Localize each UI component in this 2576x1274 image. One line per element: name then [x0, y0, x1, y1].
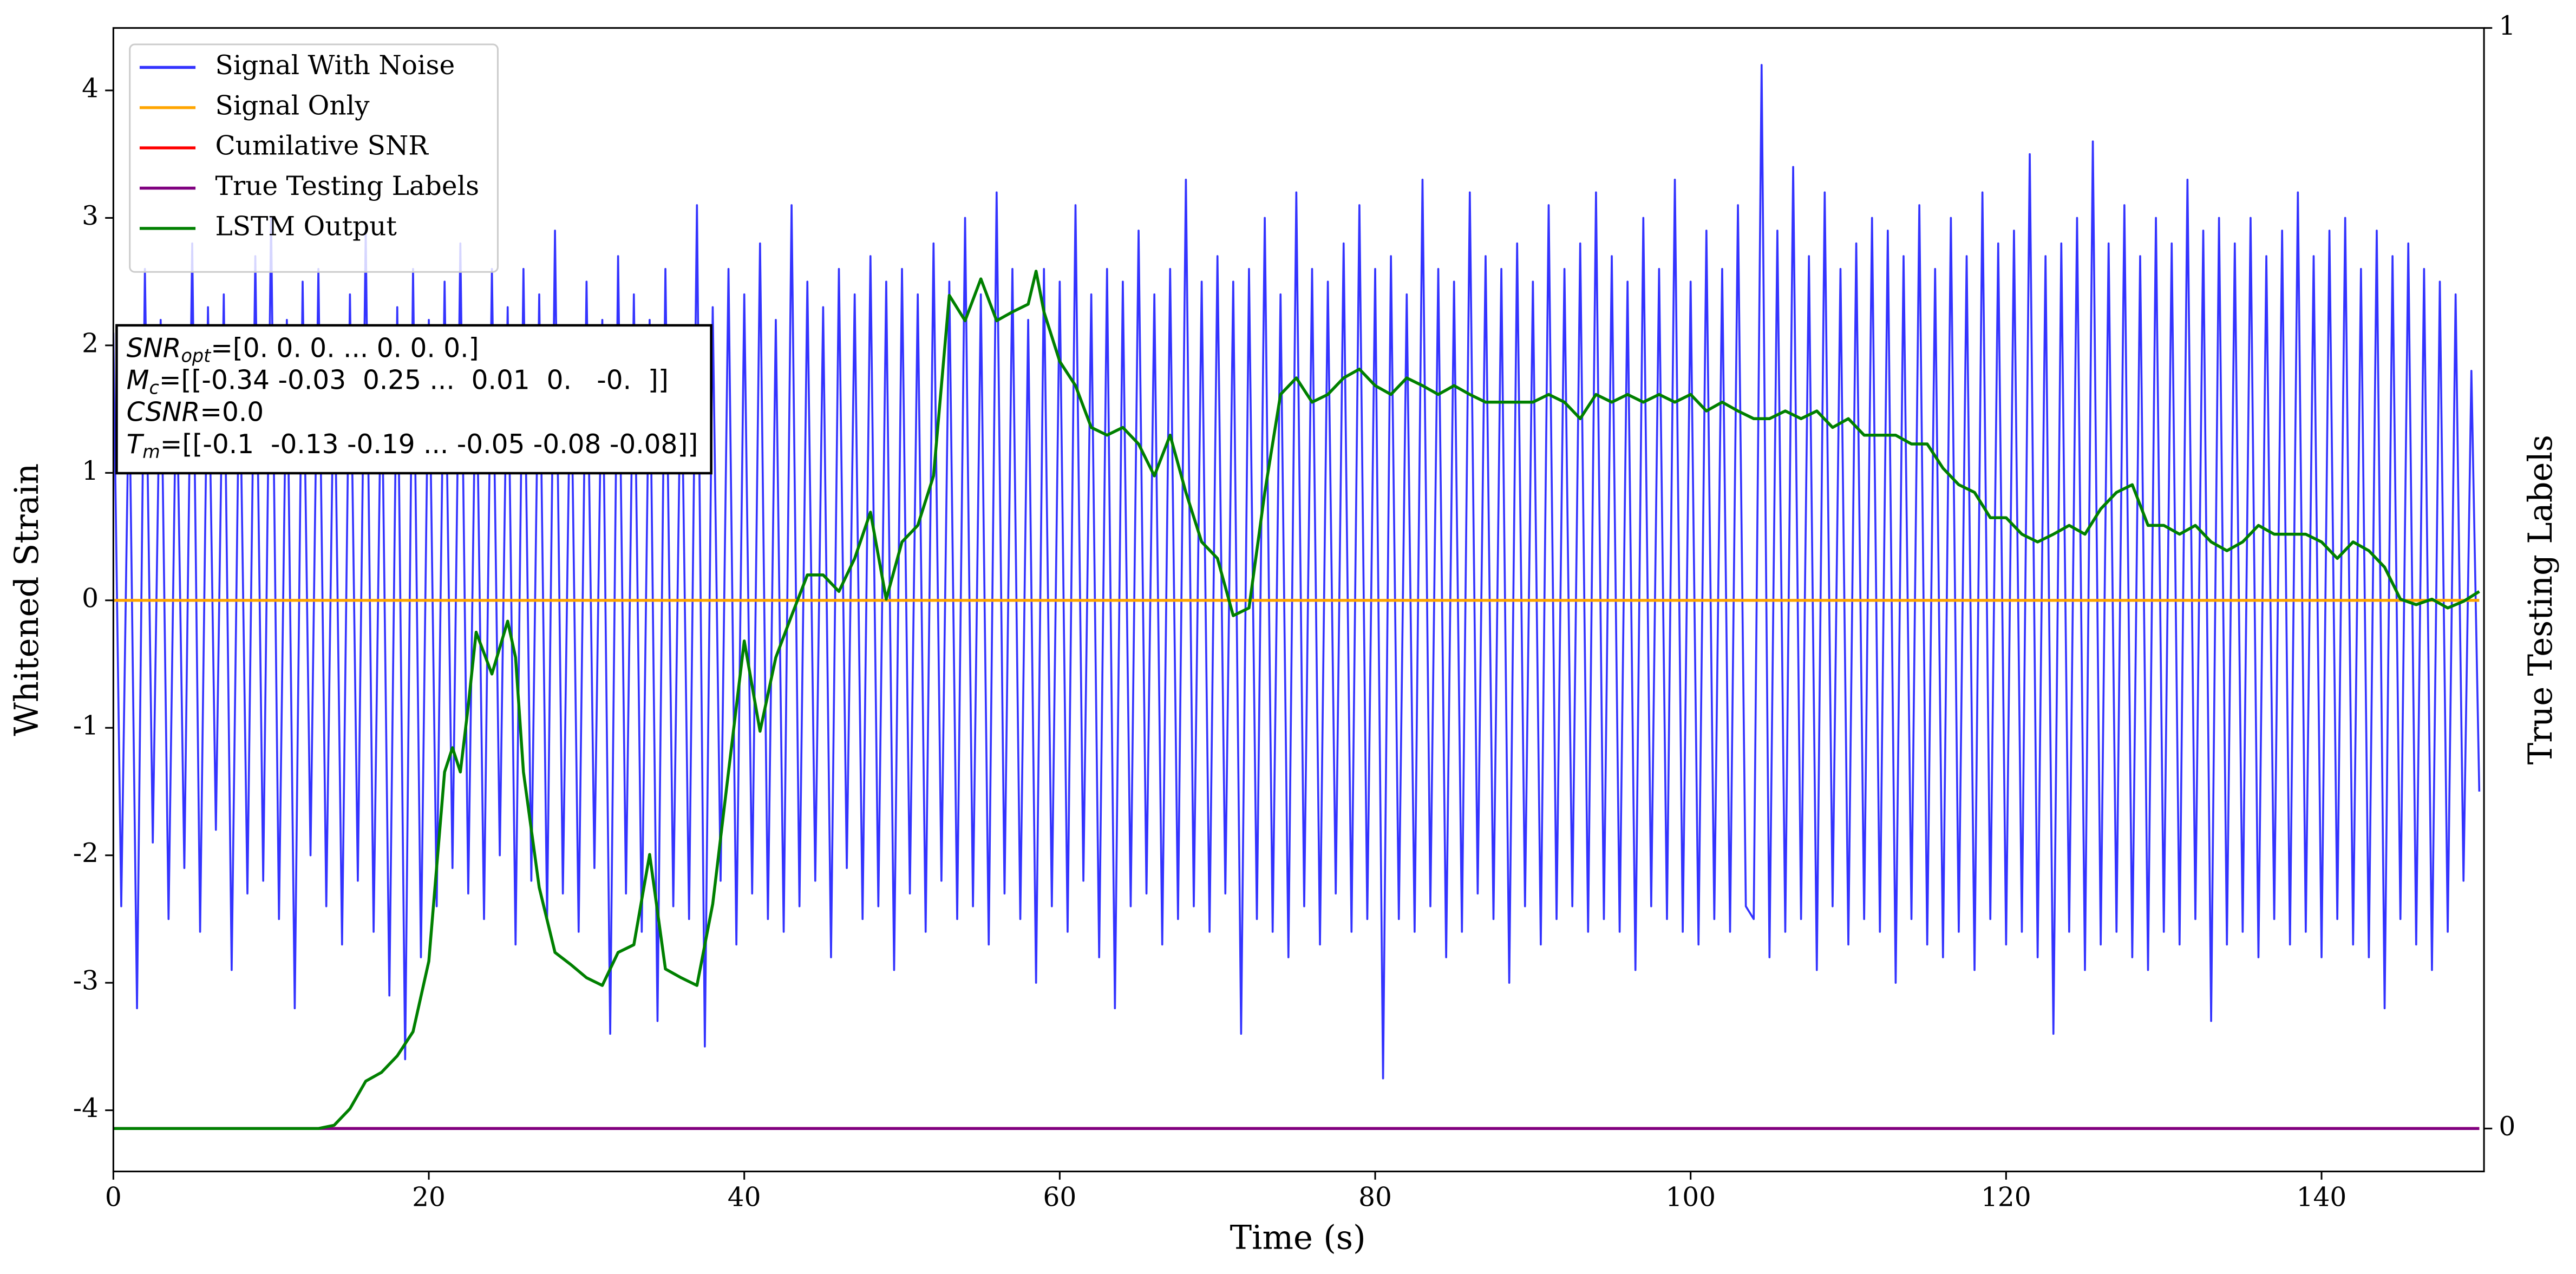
annotation-line: SNRopt=[0. 0. 0. ... 0. 0. 0.]	[127, 333, 479, 366]
y2-tick-label: 1	[2499, 11, 2515, 41]
annotation-symbol: M	[127, 365, 149, 396]
legend-label: Signal With Noise	[215, 50, 455, 81]
annotation-subscript: m	[142, 441, 160, 462]
annotation-line: Mc=[[-0.34 -0.03 0.25 ... 0.01 0. -0. ]]	[127, 365, 669, 398]
x-tick-label: 0	[105, 1182, 122, 1213]
annotation-line: CSNR=0.0	[127, 397, 264, 428]
x-tick-label: 140	[2297, 1182, 2347, 1213]
x-tick-label: 120	[1981, 1182, 2031, 1213]
legend-label: LSTM Output	[215, 211, 397, 241]
annotation-box	[115, 324, 712, 475]
legend-label: Cumilative SNR	[215, 131, 429, 161]
annotation-symbol: SNR	[127, 333, 181, 363]
y-tick-label: 1	[82, 456, 99, 486]
legend-label: True Testing Labels	[215, 171, 480, 201]
series-line	[113, 64, 2481, 1080]
annotation-symbol: T	[127, 429, 145, 460]
legend-box	[129, 43, 499, 273]
y-tick-label: 4	[82, 74, 99, 104]
y-tick-label: -2	[73, 838, 99, 868]
annotation-line: Tm=[[-0.1 -0.13 -0.19 ... -0.05 -0.08 -0…	[127, 429, 698, 462]
y-axis-label: Whitened Strain	[8, 463, 46, 736]
x-tick-label: 100	[1665, 1182, 1716, 1213]
annotation-text: =[0. 0. 0. ... 0. 0. 0.]	[211, 333, 479, 363]
annotation-subscript: opt	[181, 345, 212, 366]
y-tick-label: 0	[82, 583, 99, 613]
y2-tick-label: 0	[2499, 1112, 2515, 1142]
annotation: SNRopt=[0. 0. 0. ... 0. 0. 0.]Mc=[[-0.34…	[115, 324, 712, 475]
annotation-symbol: CSNR	[127, 397, 200, 428]
y-tick-label: 2	[82, 328, 99, 358]
y2-axis-label: True Testing Labels	[2522, 435, 2560, 765]
plot-area	[113, 64, 2481, 1131]
x-tick-label: 80	[1358, 1182, 1392, 1213]
legend-label: Signal Only	[215, 90, 370, 121]
annotation-text: =[[-0.34 -0.03 0.25 ... 0.01 0. -0. ]]	[159, 365, 669, 396]
series-line	[113, 270, 2480, 1131]
y-tick-label: -1	[73, 711, 99, 741]
x-axis-label: Time (s)	[1230, 1219, 1366, 1257]
x-tick-label: 60	[1043, 1182, 1076, 1213]
x-tick-label: 20	[412, 1182, 446, 1213]
y-tick-label: 3	[82, 201, 99, 231]
annotation-subscript: c	[149, 377, 159, 398]
legend: Signal With Noise Signal Only Cumilative S…	[129, 43, 499, 273]
y-tick-label: -3	[73, 966, 99, 996]
annotation-text: =[[-0.1 -0.13 -0.19 ... -0.05 -0.08 -0.0…	[160, 429, 698, 460]
y-tick-label: -4	[73, 1093, 99, 1123]
x-tick-label: 40	[728, 1182, 761, 1213]
annotation-text: =0.0	[200, 397, 264, 428]
